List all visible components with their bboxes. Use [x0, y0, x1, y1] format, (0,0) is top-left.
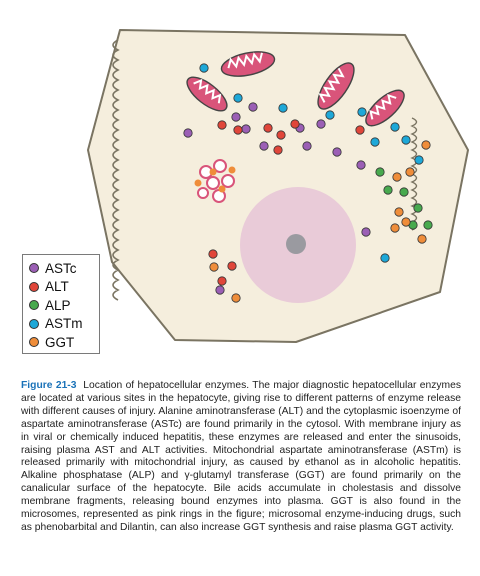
enzyme-dot	[414, 155, 424, 165]
enzyme-dot	[217, 276, 227, 286]
enzyme-dot	[361, 227, 371, 237]
enzyme-dot	[399, 187, 409, 197]
enzyme-dot	[405, 167, 415, 177]
enzyme-dot	[227, 261, 237, 271]
legend: ASTc ALT ALP ASTm GGT	[22, 254, 100, 354]
enzyme-dot	[370, 137, 380, 147]
enzyme-dot	[394, 207, 404, 217]
enzyme-dot	[231, 112, 241, 122]
enzyme-dot	[392, 172, 402, 182]
mitochondrion	[317, 62, 355, 110]
enzyme-dot	[421, 140, 431, 150]
legend-label: ALP	[45, 297, 71, 313]
sinusoidal-microvilli	[112, 39, 120, 301]
microsomes	[194, 159, 236, 203]
legend-dot-ggt	[29, 337, 39, 348]
legend-label: ASTm	[45, 316, 83, 332]
enzyme-dot	[390, 122, 400, 132]
enzyme-dot	[241, 124, 251, 134]
enzyme-dot	[290, 119, 300, 129]
enzyme-dot	[248, 102, 258, 112]
enzyme-dot	[375, 167, 385, 177]
enzyme-dot	[259, 141, 269, 151]
enzyme-dot	[276, 130, 286, 140]
enzyme-dot	[401, 135, 411, 145]
legend-item-ggt: GGT	[29, 333, 99, 352]
hepatocyte-diagram	[87, 29, 469, 343]
mitochondrion	[186, 76, 228, 112]
legend-label: GGT	[45, 334, 75, 350]
legend-dot-alp	[29, 300, 39, 311]
legend-dot-astm	[29, 318, 39, 329]
legend-label: ASTc	[45, 260, 77, 276]
enzyme-dot	[355, 125, 365, 135]
legend-item-alp: ALP	[29, 296, 99, 315]
enzyme-dot	[233, 93, 243, 103]
enzyme-dot	[325, 110, 335, 120]
enzyme-dot	[390, 223, 400, 233]
enzyme-dot	[316, 119, 326, 129]
enzyme-dot	[401, 217, 411, 227]
enzyme-dot	[413, 203, 423, 213]
enzyme-dot	[278, 103, 288, 113]
enzyme-dot	[208, 249, 218, 259]
enzyme-dot	[217, 120, 227, 130]
nucleolus	[286, 234, 306, 254]
enzyme-dots	[183, 63, 433, 303]
enzyme-dot	[231, 293, 241, 303]
legend-dot-astc	[29, 263, 39, 274]
legend-dot-alt	[29, 281, 39, 292]
enzyme-dot	[417, 234, 427, 244]
enzyme-dot	[383, 185, 393, 195]
mitochondrion	[220, 51, 276, 77]
enzyme-dot	[233, 125, 243, 135]
enzyme-dot	[380, 253, 390, 263]
legend-item-astc: ASTc	[29, 259, 99, 278]
caption-text: Location of hepatocellular enzymes. The …	[21, 380, 462, 533]
enzyme-dot	[215, 285, 225, 295]
enzyme-dot	[263, 123, 273, 133]
enzyme-dot	[332, 147, 342, 157]
figure-caption: Figure 21-3 Location of hepatocellular e…	[21, 380, 461, 535]
enzyme-dot	[423, 220, 433, 230]
figure-label: Figure 21-3	[21, 380, 77, 391]
enzyme-dot	[302, 141, 312, 151]
legend-item-alt: ALT	[29, 278, 99, 297]
enzyme-dot	[356, 160, 366, 170]
enzyme-dot	[209, 262, 219, 272]
mitochondrion	[365, 89, 405, 127]
enzyme-dot	[199, 63, 209, 73]
enzyme-dot	[357, 107, 367, 117]
legend-label: ALT	[45, 279, 69, 295]
enzyme-dot	[273, 145, 283, 155]
legend-item-astm: ASTm	[29, 315, 99, 334]
enzyme-dot	[183, 128, 193, 138]
